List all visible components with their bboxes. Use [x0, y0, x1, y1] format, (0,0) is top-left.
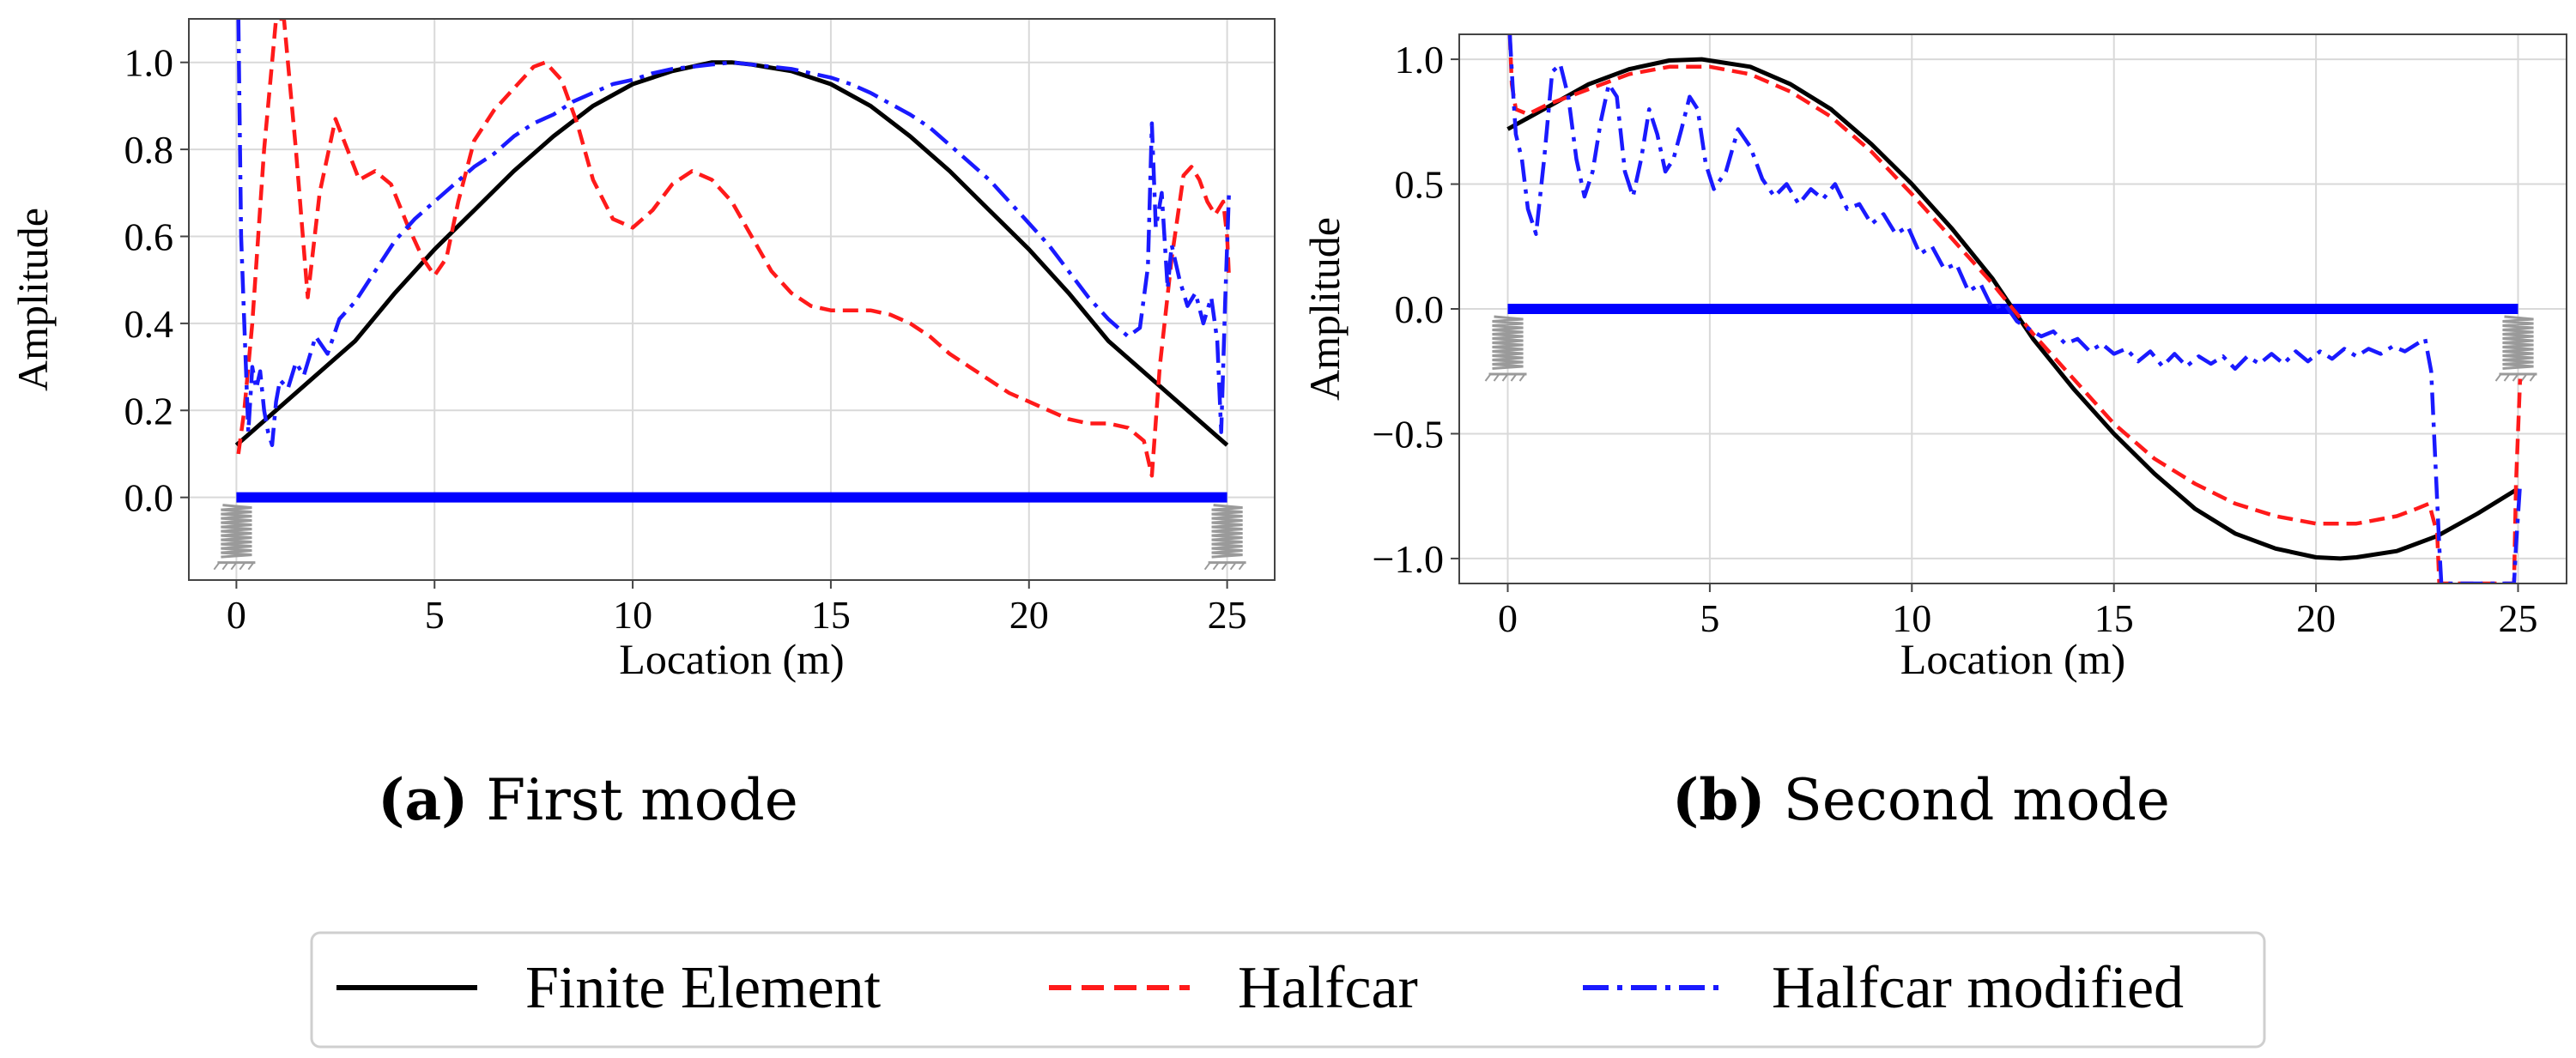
y-tick-label: 0.8	[124, 128, 174, 172]
x-tick-label: 0	[1498, 596, 1518, 640]
y-axis-label: Amplitude	[1300, 217, 1349, 401]
series-line-halfcar	[1507, 34, 2523, 583]
series-line-halfcar	[236, 19, 1232, 478]
caption-second-mode: (b) Second mode	[1672, 766, 2170, 833]
series-line-finite-element	[1506, 57, 2519, 561]
y-tick-label: 1.0	[124, 41, 174, 85]
y-tick-label: 0.4	[124, 302, 174, 346]
x-tick-label: 15	[2094, 596, 2134, 640]
x-tick-label: 20	[2296, 596, 2336, 640]
x-axis-label: Location (m)	[1900, 635, 2125, 683]
x-tick-label: 15	[811, 593, 851, 637]
y-axis-label: Amplitude	[9, 208, 57, 391]
plot-frame	[188, 18, 1276, 581]
caption-first-mode: (a) First mode	[378, 766, 798, 833]
panel-first-mode: 0 5 10 15 20 25 0.0 0.2 0.4 0.6 0.8 1.0 Location (m)…	[9, 18, 1276, 683]
series-line-halfcar-modified	[236, 19, 1232, 448]
x-tick-label: 25	[1208, 593, 1247, 637]
y-tick-label: 0.6	[124, 215, 174, 258]
legend-label-halfcar: Halfcar	[1238, 955, 1418, 1021]
x-tick-label: 25	[2499, 596, 2538, 640]
series-line-halfcar-modified	[1507, 34, 2523, 583]
y-tick-label: 0.0	[1395, 287, 1445, 331]
panel-second-mode: 0 5 10 15 20 25 −1.0 −0.5 0.0 0.5 1.0 Location (m) A…	[1300, 33, 2567, 683]
caption-letter: (b)	[1672, 766, 1766, 833]
y-tick-label: −0.5	[1373, 412, 1444, 456]
caption-letter: (a)	[378, 766, 468, 833]
y-tick-label: 0.2	[124, 389, 174, 432]
series-line-finite-element	[234, 60, 1229, 447]
legend-frame	[310, 931, 2266, 1049]
caption-title: Second mode	[1784, 767, 2170, 833]
y-tick-label: 0.5	[1395, 163, 1445, 207]
x-tick-label: 5	[1700, 596, 1719, 640]
y-tick-label: 0.0	[124, 476, 174, 520]
spring-support-right-icon	[2494, 315, 2537, 382]
legend-label-finite-element: Finite Element	[525, 955, 882, 1021]
x-tick-label: 10	[1892, 596, 1931, 640]
x-axis-label: Location (m)	[619, 635, 844, 683]
x-tick-label: 5	[425, 593, 445, 637]
x-tick-label: 20	[1009, 593, 1049, 637]
legend: Finite Element Halfcar Halfcar modified	[310, 931, 2266, 1049]
caption-title: First mode	[486, 767, 797, 833]
x-tick-label: 10	[613, 593, 652, 637]
spring-support-left-icon	[1484, 315, 1527, 382]
y-tick-label: −1.0	[1373, 537, 1444, 581]
legend-label-halfcar-modified: Halfcar modified	[1772, 955, 2184, 1021]
x-tick-label: 0	[227, 593, 246, 637]
spring-support-right-icon	[1203, 504, 1246, 571]
spring-support-left-icon	[213, 504, 256, 571]
y-tick-label: 1.0	[1395, 38, 1445, 82]
